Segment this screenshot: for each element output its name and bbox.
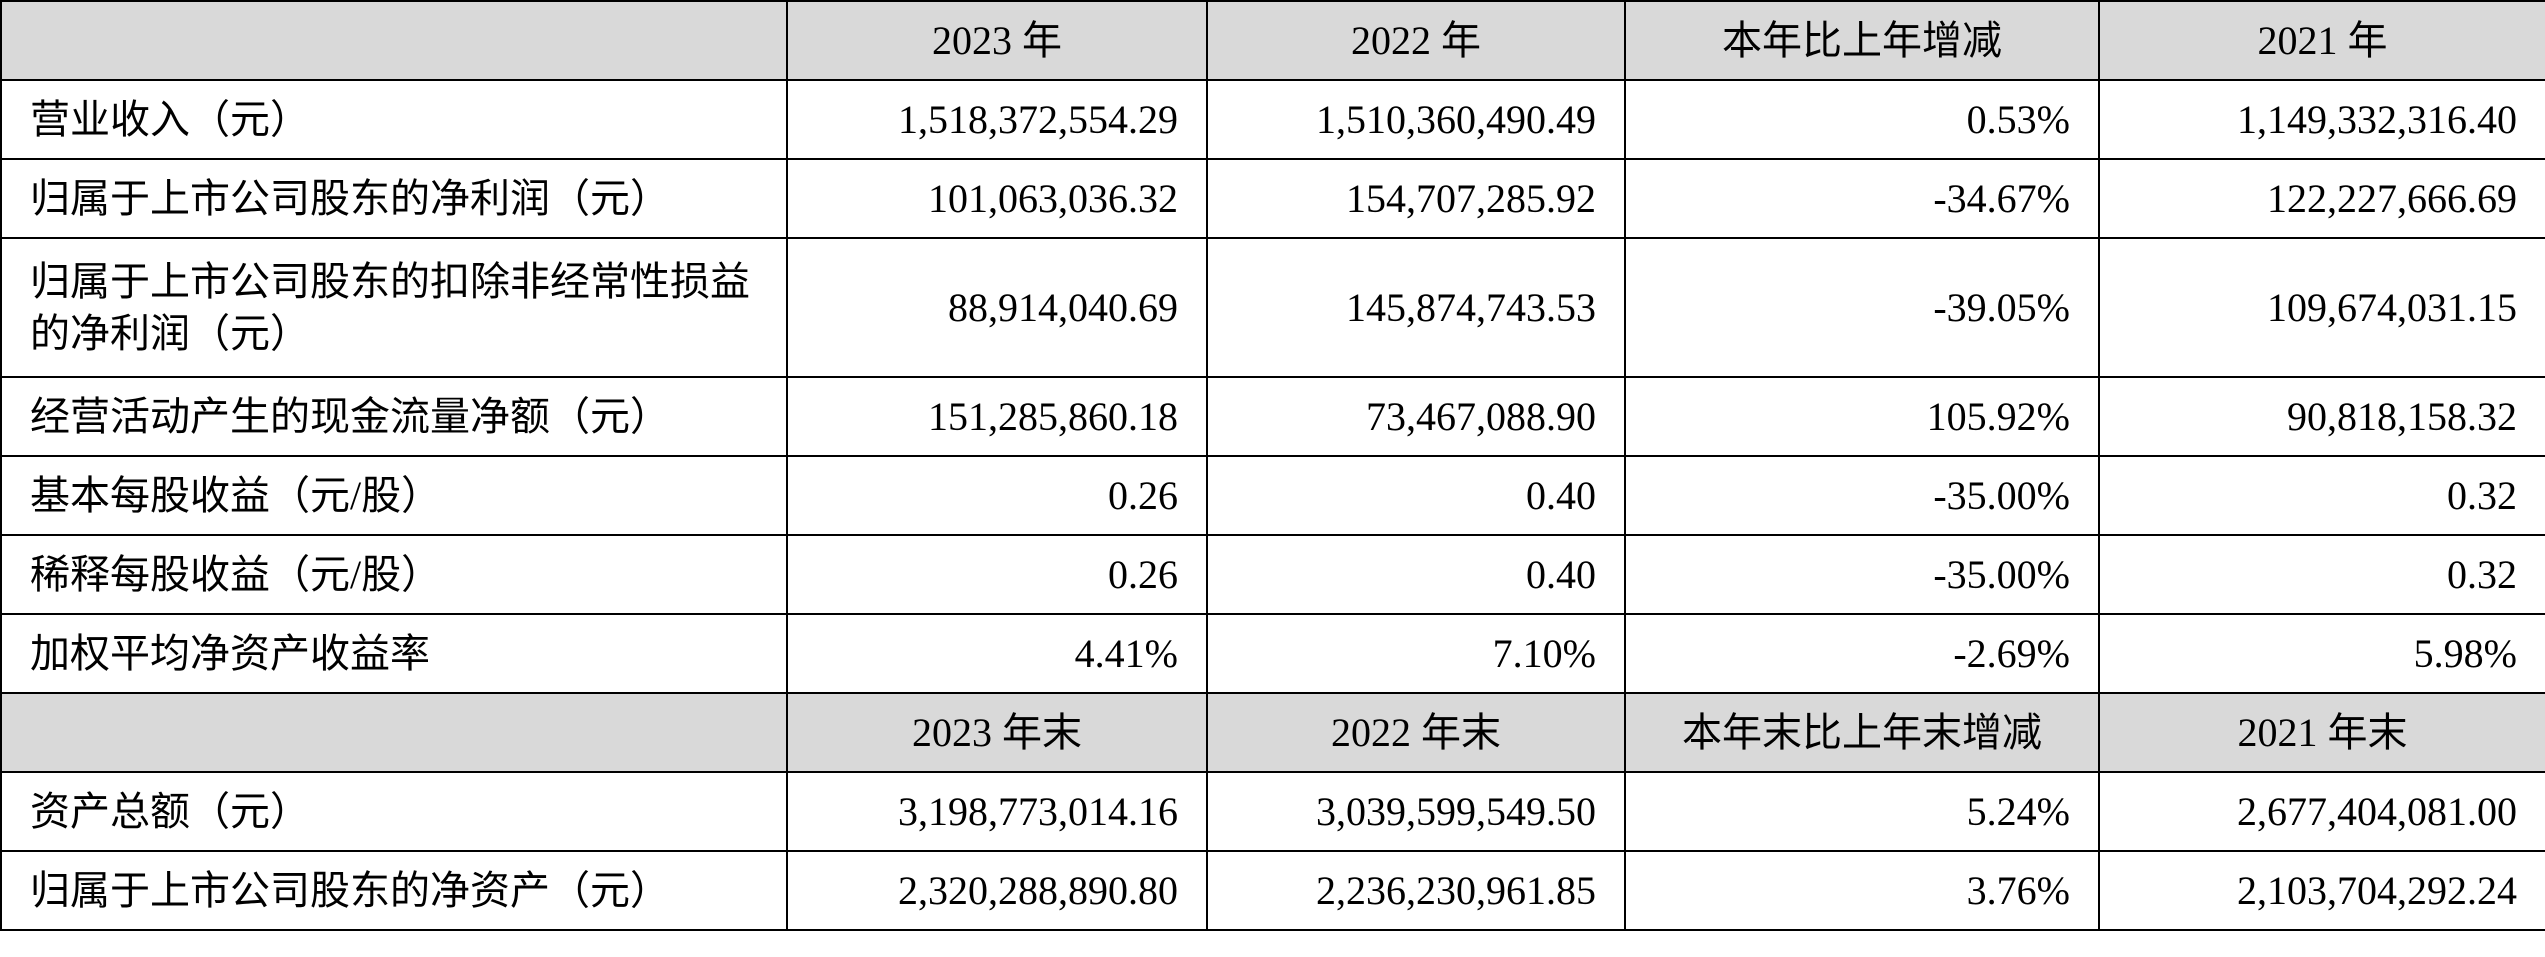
value-2022: 1,510,360,490.49 [1206,79,1626,160]
value-change: 5.24% [1624,771,2100,852]
value-2022: 73,467,088.90 [1206,376,1626,457]
header-empty-cell [0,0,788,81]
value-2023: 0.26 [786,534,1208,615]
table-row: 归属于上市公司股东的净利润（元） 101,063,036.32 154,707,… [0,158,2545,239]
value-2023: 1,518,372,554.29 [786,79,1208,160]
value-2021: 0.32 [2098,455,2545,536]
row-label: 基本每股收益（元/股） [0,455,788,536]
value-2023: 101,063,036.32 [786,158,1208,239]
row-label: 资产总额（元） [0,771,788,852]
header-change-yearend: 本年末比上年末增减 [1624,692,2100,773]
table-row: 归属于上市公司股东的扣除非经常性损益的净利润（元） 88,914,040.69 … [0,237,2545,378]
value-2022: 154,707,285.92 [1206,158,1626,239]
value-2022: 3,039,599,549.50 [1206,771,1626,852]
value-2023: 2,320,288,890.80 [786,850,1208,931]
header-change: 本年比上年增减 [1624,0,2100,81]
row-label: 归属于上市公司股东的净利润（元） [0,158,788,239]
header-empty-cell [0,692,788,773]
header-2022: 2022 年 [1206,0,1626,81]
header-row-annual: 2023 年 2022 年 本年比上年增减 2021 年 [0,0,2545,81]
value-2021: 2,677,404,081.00 [2098,771,2545,852]
value-2023: 88,914,040.69 [786,237,1208,378]
value-change: -35.00% [1624,534,2100,615]
financial-summary-table: 2023 年 2022 年 本年比上年增减 2021 年 营业收入（元） 1,5… [0,0,2545,931]
value-2023: 4.41% [786,613,1208,694]
value-2022: 0.40 [1206,455,1626,536]
row-label: 归属于上市公司股东的净资产（元） [0,850,788,931]
table-row: 经营活动产生的现金流量净额（元） 151,285,860.18 73,467,0… [0,376,2545,457]
header-2022-yearend: 2022 年末 [1206,692,1626,773]
header-row-yearend: 2023 年末 2022 年末 本年末比上年末增减 2021 年末 [0,692,2545,773]
value-2021: 109,674,031.15 [2098,237,2545,378]
value-2022: 0.40 [1206,534,1626,615]
value-2021: 2,103,704,292.24 [2098,850,2545,931]
row-label: 营业收入（元） [0,79,788,160]
row-label: 经营活动产生的现金流量净额（元） [0,376,788,457]
value-2022: 7.10% [1206,613,1626,694]
value-2023: 0.26 [786,455,1208,536]
header-2021-yearend: 2021 年末 [2098,692,2545,773]
table-row: 归属于上市公司股东的净资产（元） 2,320,288,890.80 2,236,… [0,850,2545,931]
value-change: -35.00% [1624,455,2100,536]
table-row: 稀释每股收益（元/股） 0.26 0.40 -35.00% 0.32 [0,534,2545,615]
header-2023-yearend: 2023 年末 [786,692,1208,773]
header-2021: 2021 年 [2098,0,2545,81]
value-2021: 122,227,666.69 [2098,158,2545,239]
value-2021: 5.98% [2098,613,2545,694]
value-change: -2.69% [1624,613,2100,694]
table-row: 资产总额（元） 3,198,773,014.16 3,039,599,549.5… [0,771,2545,852]
row-label: 加权平均净资产收益率 [0,613,788,694]
row-label: 归属于上市公司股东的扣除非经常性损益的净利润（元） [0,237,788,378]
value-change: 3.76% [1624,850,2100,931]
value-2023: 3,198,773,014.16 [786,771,1208,852]
value-change: 0.53% [1624,79,2100,160]
value-change: -39.05% [1624,237,2100,378]
header-2023: 2023 年 [786,0,1208,81]
value-change: 105.92% [1624,376,2100,457]
value-2022: 2,236,230,961.85 [1206,850,1626,931]
value-2023: 151,285,860.18 [786,376,1208,457]
table-row: 营业收入（元） 1,518,372,554.29 1,510,360,490.4… [0,79,2545,160]
value-2022: 145,874,743.53 [1206,237,1626,378]
table-row: 基本每股收益（元/股） 0.26 0.40 -35.00% 0.32 [0,455,2545,536]
table-row: 加权平均净资产收益率 4.41% 7.10% -2.69% 5.98% [0,613,2545,694]
value-change: -34.67% [1624,158,2100,239]
value-2021: 1,149,332,316.40 [2098,79,2545,160]
value-2021: 0.32 [2098,534,2545,615]
value-2021: 90,818,158.32 [2098,376,2545,457]
row-label: 稀释每股收益（元/股） [0,534,788,615]
